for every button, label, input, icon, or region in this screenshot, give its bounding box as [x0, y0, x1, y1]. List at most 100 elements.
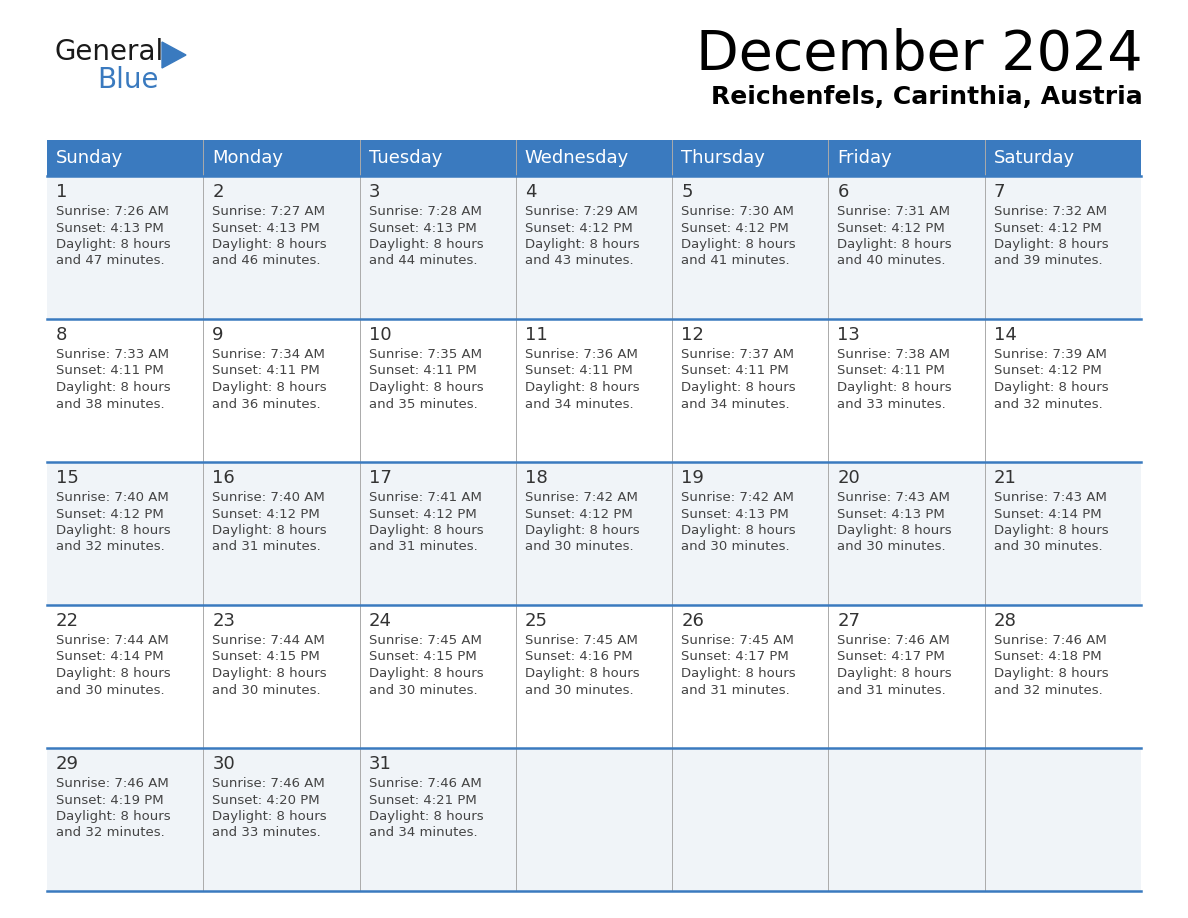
Text: Sunrise: 7:45 AM: Sunrise: 7:45 AM: [368, 634, 481, 647]
Text: 28: 28: [993, 612, 1017, 630]
Text: and 34 minutes.: and 34 minutes.: [681, 397, 790, 410]
Text: Sunrise: 7:40 AM: Sunrise: 7:40 AM: [213, 491, 326, 504]
Text: Daylight: 8 hours: Daylight: 8 hours: [525, 667, 639, 680]
Text: Sunset: 4:20 PM: Sunset: 4:20 PM: [213, 793, 320, 807]
Text: and 32 minutes.: and 32 minutes.: [993, 397, 1102, 410]
Text: 4: 4: [525, 183, 536, 201]
Text: 5: 5: [681, 183, 693, 201]
Text: Sunset: 4:13 PM: Sunset: 4:13 PM: [838, 508, 946, 521]
Text: 19: 19: [681, 469, 704, 487]
Text: Sunset: 4:12 PM: Sunset: 4:12 PM: [993, 221, 1101, 234]
Text: 17: 17: [368, 469, 392, 487]
Text: Sunset: 4:13 PM: Sunset: 4:13 PM: [681, 508, 789, 521]
Bar: [48, 319, 1140, 462]
Text: 8: 8: [56, 326, 68, 344]
Text: Sunrise: 7:46 AM: Sunrise: 7:46 AM: [213, 777, 326, 790]
Text: Sunset: 4:11 PM: Sunset: 4:11 PM: [681, 364, 789, 377]
Text: Sunrise: 7:33 AM: Sunrise: 7:33 AM: [56, 348, 169, 361]
Text: Sunset: 4:18 PM: Sunset: 4:18 PM: [993, 651, 1101, 664]
Text: Sunset: 4:17 PM: Sunset: 4:17 PM: [681, 651, 789, 664]
Text: Sunrise: 7:34 AM: Sunrise: 7:34 AM: [213, 348, 326, 361]
Text: December 2024: December 2024: [696, 28, 1143, 82]
Text: and 32 minutes.: and 32 minutes.: [56, 541, 165, 554]
Text: Daylight: 8 hours: Daylight: 8 hours: [213, 667, 327, 680]
Text: Daylight: 8 hours: Daylight: 8 hours: [368, 238, 484, 251]
Text: Sunrise: 7:40 AM: Sunrise: 7:40 AM: [56, 491, 169, 504]
Text: Sunrise: 7:44 AM: Sunrise: 7:44 AM: [56, 634, 169, 647]
Text: Daylight: 8 hours: Daylight: 8 hours: [368, 810, 484, 823]
Text: Daylight: 8 hours: Daylight: 8 hours: [56, 381, 171, 394]
Text: Daylight: 8 hours: Daylight: 8 hours: [213, 238, 327, 251]
Text: and 43 minutes.: and 43 minutes.: [525, 254, 633, 267]
Text: and 39 minutes.: and 39 minutes.: [993, 254, 1102, 267]
Text: 27: 27: [838, 612, 860, 630]
Text: Sunset: 4:12 PM: Sunset: 4:12 PM: [681, 221, 789, 234]
Text: 1: 1: [56, 183, 68, 201]
Text: and 47 minutes.: and 47 minutes.: [56, 254, 165, 267]
Text: Sunrise: 7:44 AM: Sunrise: 7:44 AM: [213, 634, 326, 647]
Text: Daylight: 8 hours: Daylight: 8 hours: [838, 524, 952, 537]
Text: and 46 minutes.: and 46 minutes.: [213, 254, 321, 267]
Text: Daylight: 8 hours: Daylight: 8 hours: [368, 524, 484, 537]
Text: Reichenfels, Carinthia, Austria: Reichenfels, Carinthia, Austria: [712, 85, 1143, 109]
Text: Sunset: 4:13 PM: Sunset: 4:13 PM: [56, 221, 164, 234]
Bar: [48, 748, 1140, 891]
Text: Sunrise: 7:32 AM: Sunrise: 7:32 AM: [993, 205, 1107, 218]
Text: Sunrise: 7:36 AM: Sunrise: 7:36 AM: [525, 348, 638, 361]
Text: and 41 minutes.: and 41 minutes.: [681, 254, 790, 267]
Text: Sunrise: 7:31 AM: Sunrise: 7:31 AM: [838, 205, 950, 218]
Polygon shape: [162, 42, 187, 68]
Text: Sunrise: 7:46 AM: Sunrise: 7:46 AM: [368, 777, 481, 790]
Text: General: General: [55, 38, 164, 66]
Text: Sunrise: 7:41 AM: Sunrise: 7:41 AM: [368, 491, 481, 504]
Text: Daylight: 8 hours: Daylight: 8 hours: [368, 381, 484, 394]
Text: 12: 12: [681, 326, 704, 344]
Text: Sunset: 4:11 PM: Sunset: 4:11 PM: [213, 364, 320, 377]
Text: Sunset: 4:12 PM: Sunset: 4:12 PM: [56, 508, 164, 521]
Text: 22: 22: [56, 612, 78, 630]
Text: Thursday: Thursday: [681, 149, 765, 167]
Text: 13: 13: [838, 326, 860, 344]
Text: Daylight: 8 hours: Daylight: 8 hours: [681, 667, 796, 680]
Text: and 34 minutes.: and 34 minutes.: [368, 826, 478, 839]
Text: 14: 14: [993, 326, 1017, 344]
Text: Sunrise: 7:46 AM: Sunrise: 7:46 AM: [993, 634, 1106, 647]
Text: Sunset: 4:11 PM: Sunset: 4:11 PM: [368, 364, 476, 377]
Text: and 30 minutes.: and 30 minutes.: [993, 541, 1102, 554]
Bar: [360, 140, 516, 176]
Bar: [48, 462, 1140, 605]
Text: Daylight: 8 hours: Daylight: 8 hours: [56, 667, 171, 680]
Text: Daylight: 8 hours: Daylight: 8 hours: [681, 381, 796, 394]
Text: Sunset: 4:12 PM: Sunset: 4:12 PM: [525, 508, 632, 521]
Text: 16: 16: [213, 469, 235, 487]
Text: Sunset: 4:15 PM: Sunset: 4:15 PM: [368, 651, 476, 664]
Text: Sunset: 4:12 PM: Sunset: 4:12 PM: [838, 221, 946, 234]
Text: Daylight: 8 hours: Daylight: 8 hours: [56, 524, 171, 537]
Text: Sunset: 4:14 PM: Sunset: 4:14 PM: [56, 651, 164, 664]
Text: Daylight: 8 hours: Daylight: 8 hours: [993, 667, 1108, 680]
Text: and 35 minutes.: and 35 minutes.: [368, 397, 478, 410]
Text: 20: 20: [838, 469, 860, 487]
Text: Daylight: 8 hours: Daylight: 8 hours: [681, 238, 796, 251]
Text: Sunset: 4:12 PM: Sunset: 4:12 PM: [993, 364, 1101, 377]
Text: Sunrise: 7:27 AM: Sunrise: 7:27 AM: [213, 205, 326, 218]
Text: 10: 10: [368, 326, 391, 344]
Text: and 30 minutes.: and 30 minutes.: [368, 684, 478, 697]
Text: Sunrise: 7:30 AM: Sunrise: 7:30 AM: [681, 205, 794, 218]
Text: Sunrise: 7:46 AM: Sunrise: 7:46 AM: [838, 634, 950, 647]
Text: Sunrise: 7:46 AM: Sunrise: 7:46 AM: [56, 777, 169, 790]
Text: 29: 29: [56, 755, 78, 773]
Text: 15: 15: [56, 469, 78, 487]
Text: Tuesday: Tuesday: [368, 149, 442, 167]
Text: Sunrise: 7:35 AM: Sunrise: 7:35 AM: [368, 348, 481, 361]
Text: Blue: Blue: [97, 66, 158, 94]
Text: and 31 minutes.: and 31 minutes.: [838, 684, 946, 697]
Text: and 30 minutes.: and 30 minutes.: [681, 541, 790, 554]
Text: Daylight: 8 hours: Daylight: 8 hours: [525, 524, 639, 537]
Text: Sunset: 4:12 PM: Sunset: 4:12 PM: [525, 221, 632, 234]
Text: 30: 30: [213, 755, 235, 773]
Text: Monday: Monday: [213, 149, 283, 167]
Text: Sunrise: 7:39 AM: Sunrise: 7:39 AM: [993, 348, 1106, 361]
Bar: [828, 140, 985, 176]
Text: Sunset: 4:12 PM: Sunset: 4:12 PM: [368, 508, 476, 521]
